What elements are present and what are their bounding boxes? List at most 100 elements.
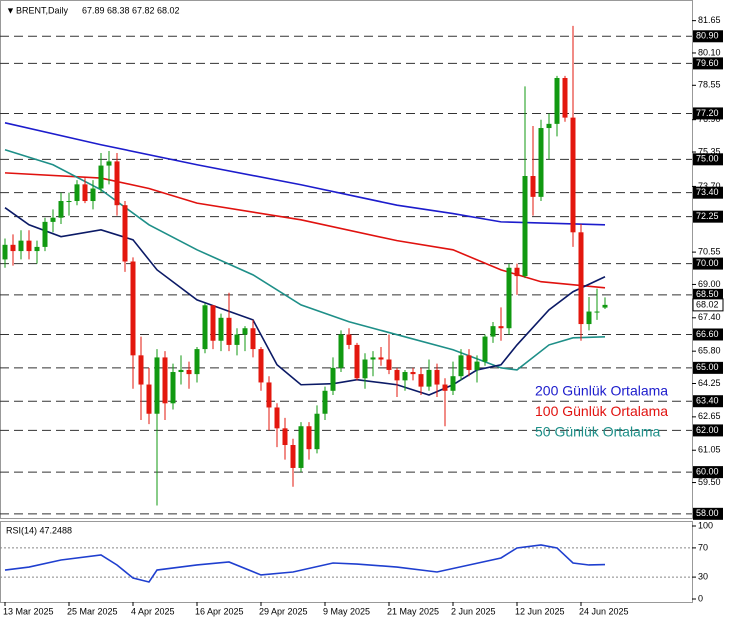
- candle-body: [210, 305, 216, 341]
- y-tick-label: 73.70: [698, 181, 721, 191]
- candle-body: [410, 372, 416, 375]
- x-tick-label: 2 Jun 2025: [451, 606, 496, 616]
- candle-body: [346, 334, 352, 345]
- level-label-box: [693, 466, 723, 479]
- level-label-box: [693, 57, 723, 70]
- candle-body: [466, 355, 472, 370]
- candle-body: [322, 390, 328, 414]
- candle-body: [498, 326, 504, 329]
- y-tick-label: 67.40: [698, 312, 721, 322]
- candle-body: [434, 369, 440, 385]
- candle-body: [562, 77, 568, 118]
- ohlc-high: 68.38: [107, 5, 130, 15]
- candle-body: [442, 384, 448, 391]
- candle-body: [330, 367, 336, 391]
- level-label-box: [693, 153, 723, 166]
- candle-body: [578, 232, 584, 325]
- x-tick-label: 12 Jun 2025: [515, 606, 565, 616]
- candle-body: [10, 244, 16, 252]
- candle-body: [186, 369, 192, 375]
- candle-body: [546, 123, 552, 129]
- candle-body: [370, 357, 376, 360]
- level-label-box: [693, 186, 723, 199]
- main-panel-frame: [0, 0, 693, 519]
- ma-annotation: 50 Günlük Ortalama: [535, 424, 660, 440]
- level-label: 62.00: [696, 425, 719, 435]
- candle-body: [378, 357, 384, 360]
- x-tick-label: 9 May 2025: [323, 606, 370, 616]
- candle-body: [482, 336, 488, 362]
- candle-body: [426, 369, 432, 387]
- candle-body: [530, 176, 536, 197]
- level-label: 58.00: [696, 508, 719, 518]
- candle-body: [82, 184, 88, 202]
- level-label: 65.00: [696, 362, 719, 372]
- candle-body: [314, 413, 320, 450]
- candle-body: [106, 161, 112, 166]
- candle-body: [386, 359, 392, 370]
- candle-body: [290, 445, 296, 468]
- y-tick-label: 65.80: [698, 346, 721, 356]
- candle-body: [130, 261, 136, 356]
- candle-body: [602, 304, 608, 308]
- level-label-box: [693, 107, 723, 120]
- level-label: 68.50: [696, 289, 719, 299]
- level-label: 63.40: [696, 396, 719, 406]
- y-tick-label: 78.55: [698, 80, 721, 90]
- level-label-box: [693, 507, 723, 520]
- candle-body: [42, 221, 48, 247]
- x-tick-label: 29 Apr 2025: [259, 606, 308, 616]
- level-label-box: [693, 424, 723, 437]
- candle-body: [138, 355, 144, 385]
- level-label: 79.60: [696, 58, 719, 68]
- rsi-panel-frame: [0, 521, 693, 603]
- x-tick-label: 16 Apr 2025: [195, 606, 244, 616]
- candle-body: [162, 357, 168, 404]
- candle-body: [74, 184, 80, 202]
- candle-body: [274, 407, 280, 429]
- candle-body: [258, 349, 264, 383]
- ma-annotation: 200 Günlük Ortalama: [535, 383, 668, 399]
- level-label-box: [693, 210, 723, 223]
- y-tick-label: 69.00: [698, 279, 721, 289]
- candle-body: [490, 326, 496, 337]
- y-tick-label: 75.35: [698, 146, 721, 156]
- candle-body: [178, 369, 184, 373]
- y-tick-label: 62.65: [698, 411, 721, 421]
- y-tick-label: 61.05: [698, 445, 721, 455]
- candle-body: [570, 117, 576, 233]
- candle-body: [90, 188, 96, 202]
- candle-body: [586, 311, 592, 325]
- candle-body: [506, 267, 512, 329]
- candle-body: [450, 376, 456, 391]
- rsi-y-tick-label: 100: [698, 520, 713, 530]
- x-tick-label: 25 Mar 2025: [67, 606, 118, 616]
- moving-average-line: [4, 122, 606, 226]
- level-label: 72.25: [696, 211, 719, 221]
- level-label-box: [693, 361, 723, 374]
- moving-average-line: [4, 172, 606, 289]
- candle-body: [66, 201, 72, 203]
- candle-body: [26, 240, 32, 252]
- level-label-box: [693, 328, 723, 341]
- candle-body: [202, 305, 208, 350]
- candle-body: [338, 334, 344, 368]
- rsi-y-tick-label: 30: [698, 571, 708, 581]
- x-tick-label: 24 Jun 2025: [579, 606, 629, 616]
- rsi-y-tick-label: 0: [698, 593, 703, 603]
- ohlc-close: 68.02: [157, 5, 180, 15]
- symbol: BRENT,Daily: [16, 5, 69, 15]
- level-label: 75.00: [696, 154, 719, 164]
- candle-body: [418, 374, 424, 387]
- candle-body: [394, 369, 400, 381]
- rsi-y-tick-label: 70: [698, 542, 708, 552]
- level-label-box: [693, 30, 723, 43]
- candle-body: [98, 165, 104, 189]
- candle-body: [50, 217, 56, 222]
- level-label-box: [693, 257, 723, 270]
- moving-average-line: [4, 207, 606, 396]
- candle-body: [242, 328, 248, 335]
- current-price-box: [692, 298, 724, 312]
- y-tick-label: 80.10: [698, 47, 721, 57]
